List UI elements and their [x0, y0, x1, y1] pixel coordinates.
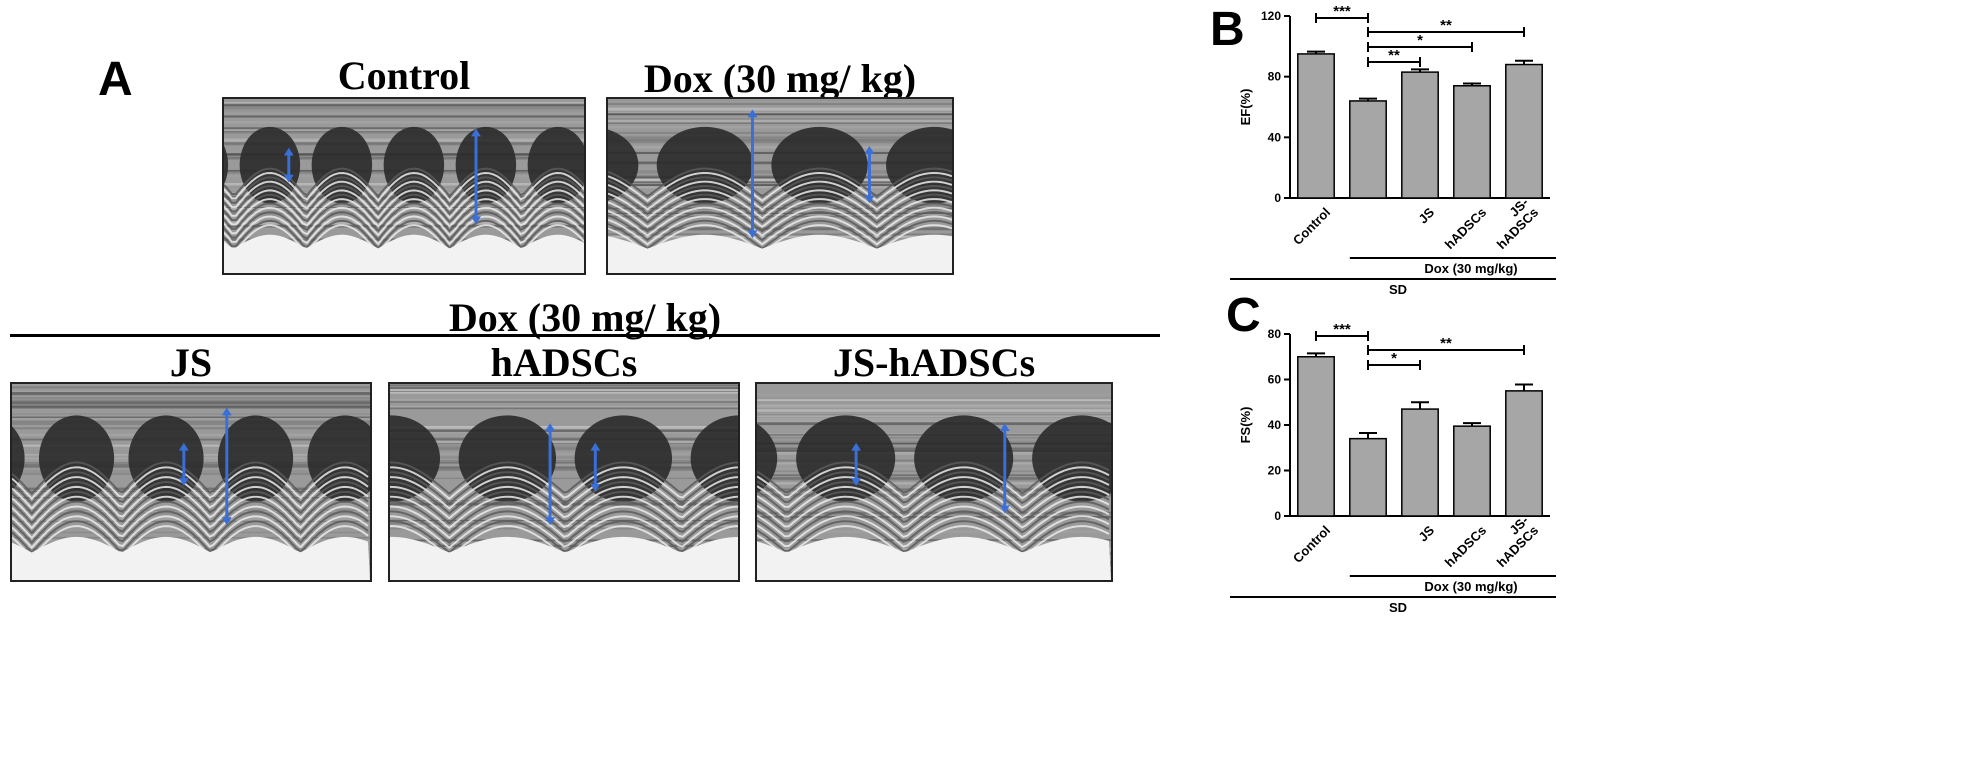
panel-letter-a: A — [98, 53, 133, 106]
y-tick-label: 80 — [1268, 327, 1282, 341]
bar — [1349, 100, 1387, 199]
significance-label: * — [1391, 350, 1397, 367]
bar — [1505, 390, 1543, 517]
bar — [1453, 85, 1491, 199]
y-axis-label: EF(%) — [1238, 89, 1253, 126]
y-tick-label: 0 — [1274, 191, 1281, 205]
echo-texture — [608, 99, 952, 273]
significance-bracket: *** — [1315, 321, 1369, 341]
significance-label: ** — [1440, 17, 1452, 34]
echo-image-js — [10, 382, 372, 582]
x-tick-label: JS — [1415, 522, 1437, 544]
error-bar — [1359, 431, 1377, 439]
y-tick-label: 120 — [1261, 9, 1281, 23]
group-label-sd: SD — [1389, 282, 1407, 297]
echo-texture — [757, 384, 1111, 580]
svg-text:JS: JS — [1415, 522, 1437, 544]
js-hadscs-title: JS-hADSCs — [832, 340, 1036, 385]
svg-text:Control: Control — [1290, 523, 1333, 566]
y-tick-label: 40 — [1268, 418, 1282, 432]
error-bar — [1411, 401, 1429, 410]
x-tick-label: Control — [1290, 205, 1333, 248]
x-tick-label: JS-hADSCs — [1494, 195, 1541, 252]
panel-letter-b: B — [1210, 3, 1245, 56]
measurement-arrow — [178, 442, 189, 486]
measurement-arrow — [590, 442, 601, 492]
svg-text:hADSCs: hADSCs — [1442, 523, 1489, 570]
echo-image-hadscs — [388, 382, 740, 582]
x-tick-label: hADSCs — [1442, 205, 1489, 252]
bar-chart-svg: 0 40 80 120 EF(%) Control JS hADSCs JS-hADSCs Dox… — [1230, 3, 1556, 297]
significance-bracket: * — [1367, 350, 1421, 370]
significance-label: *** — [1333, 321, 1351, 338]
measurement-arrow — [283, 147, 294, 183]
x-tick-label: hADSCs — [1442, 523, 1489, 570]
y-tick-label: 40 — [1268, 130, 1282, 144]
significance-bracket: ** — [1367, 17, 1525, 37]
significance-label: ** — [1388, 47, 1400, 64]
y-tick-label: 0 — [1274, 509, 1281, 523]
svg-text:JS: JS — [1415, 204, 1437, 226]
group-label-dox: Dox (30 mg/kg) — [1424, 261, 1517, 276]
fs-bar-chart: 0 20 40 60 80 FS(%) Control JS hADSCs JS-hADSCs Do… — [1230, 318, 1560, 618]
echo-image-js-hadscs — [755, 382, 1113, 582]
svg-text:hADSCs: hADSCs — [1442, 205, 1489, 252]
group-label-dox: Dox (30 mg/kg) — [1424, 579, 1517, 594]
bar — [1297, 356, 1335, 517]
echo-image-dox — [606, 97, 954, 275]
echo-texture — [390, 384, 738, 580]
measurement-arrow — [545, 423, 556, 526]
error-bar — [1515, 383, 1533, 391]
bar — [1401, 71, 1439, 199]
significance-label: *** — [1333, 3, 1351, 20]
measurement-arrow — [747, 109, 758, 239]
error-bar — [1411, 68, 1429, 73]
y-tick-label: 20 — [1268, 464, 1282, 478]
error-bar — [1515, 59, 1533, 65]
hadscs-title: hADSCs — [490, 340, 638, 385]
measurement-arrow — [221, 407, 232, 526]
js-title: JS — [169, 340, 213, 385]
bar-chart-svg: 0 20 40 60 80 FS(%) Control JS hADSCs JS-hADSCs Do… — [1230, 321, 1556, 615]
bar — [1401, 408, 1439, 517]
error-bar — [1307, 352, 1325, 357]
error-bar — [1359, 97, 1377, 101]
dox-title: Dox (30 mg/ kg) — [643, 56, 917, 101]
significance-bracket: ** — [1367, 47, 1421, 67]
y-tick-label: 80 — [1268, 70, 1282, 84]
significance-bracket: * — [1367, 32, 1473, 52]
bar — [1505, 63, 1543, 199]
measurement-arrow — [851, 442, 862, 486]
significance-label: ** — [1440, 335, 1452, 352]
x-tick-label: JS-hADSCs — [1494, 513, 1541, 570]
y-tick-label: 60 — [1268, 373, 1282, 387]
measurement-arrow — [999, 423, 1010, 514]
significance-bracket: *** — [1315, 3, 1369, 23]
y-axis-label: FS(%) — [1238, 407, 1253, 444]
ef-bar-chart: 0 40 80 120 EF(%) Control JS hADSCs JS-hADSCs Dox… — [1230, 0, 1560, 300]
significance-bracket: ** — [1367, 335, 1525, 355]
error-bar — [1307, 50, 1325, 54]
x-tick-label: Control — [1290, 523, 1333, 566]
dox-group-line — [10, 334, 1160, 337]
group-label-sd: SD — [1389, 600, 1407, 615]
bar — [1453, 425, 1491, 517]
measurement-arrow — [864, 145, 875, 204]
panel-letter-c: C — [1226, 289, 1261, 342]
control-title: Control — [337, 53, 471, 98]
error-bar — [1463, 422, 1481, 427]
x-tick-label: JS — [1415, 204, 1437, 226]
svg-text:Control: Control — [1290, 205, 1333, 248]
echo-texture — [12, 384, 370, 580]
echo-image-control — [222, 97, 586, 275]
error-bar — [1463, 82, 1481, 86]
bar — [1297, 53, 1335, 199]
significance-label: * — [1417, 32, 1423, 49]
dox-group-title: Dox (30 mg/ kg) — [448, 295, 722, 340]
bar — [1349, 437, 1387, 517]
measurement-arrow — [471, 128, 481, 225]
echo-texture — [224, 99, 584, 273]
